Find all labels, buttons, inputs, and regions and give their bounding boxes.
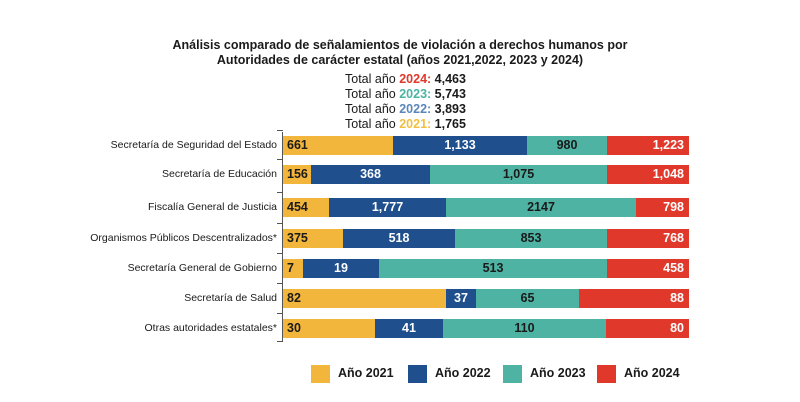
bar-segment-año-2022: 368 (311, 165, 430, 184)
legend-swatch (503, 365, 522, 383)
bar-segment-año-2023: 110 (443, 319, 606, 338)
bar-segment-año-2023: 513 (379, 259, 607, 278)
bar-segment-año-2023: 65 (476, 289, 579, 308)
bar-segment-año-2021: 82 (283, 289, 446, 308)
legend-label: Año 2024 (624, 366, 680, 380)
bar-segment-año-2024: 458 (607, 259, 689, 278)
category-label: Secretaría de Salud (184, 292, 277, 304)
bar-segment-año-2024: 88 (579, 289, 689, 308)
axis-tick (277, 283, 283, 284)
chart-title-line-2: Autoridades de carácter estatal (años 20… (216, 53, 584, 67)
total-2023: Total año 2023: 5,743 (345, 87, 466, 101)
axis-tick (277, 313, 283, 314)
bar-segment-año-2021: 661 (283, 136, 393, 155)
category-label: Fiscalía General de Justicia (148, 201, 277, 213)
category-label: Secretaría de Educación (162, 168, 277, 180)
legend-swatch (311, 365, 330, 383)
bar-segment-año-2024: 768 (607, 229, 689, 248)
bar-segment-año-2024: 1,048 (607, 165, 689, 184)
axis-tick (277, 159, 283, 160)
category-label: Organismos Públicos Descentralizados* (90, 232, 277, 244)
total-year: 2021: (399, 117, 435, 131)
bar-segment-año-2023: 2147 (446, 198, 636, 217)
legend-swatch (408, 365, 427, 383)
bar-segment-año-2022: 518 (343, 229, 455, 248)
bar-segment-año-2021: 30 (283, 319, 375, 338)
bar-segment-año-2023: 980 (527, 136, 607, 155)
total-value: 5,743 (434, 87, 466, 101)
total-2022: Total año 2022: 3,893 (345, 102, 466, 116)
category-axis (282, 132, 283, 342)
category-label: Otras autoridades estatales* (144, 322, 278, 334)
bar-segment-año-2024: 80 (606, 319, 689, 338)
total-value: 3,893 (434, 102, 466, 116)
bar-segment-año-2021: 375 (283, 229, 343, 248)
axis-tick (277, 223, 283, 224)
bar-segment-año-2022: 19 (303, 259, 379, 278)
bar-segment-año-2022: 1,133 (393, 136, 527, 155)
bar-segment-año-2021: 454 (283, 198, 329, 217)
category-label: Secretaría General de Gobierno (127, 262, 277, 274)
axis-tick (277, 192, 283, 193)
axis-tick (277, 130, 283, 131)
total-value: 4,463 (434, 72, 466, 86)
axis-tick (277, 253, 283, 254)
total-year: 2022: (399, 102, 435, 116)
legend-label: Año 2023 (530, 366, 586, 380)
chart-title-line-1: Análisis comparado de señalamientos de v… (172, 38, 628, 52)
bar-segment-año-2022: 1,777 (329, 198, 446, 217)
bar-segment-año-2024: 798 (636, 198, 689, 217)
bar-segment-año-2022: 41 (375, 319, 443, 338)
total-value: 1,765 (434, 117, 466, 131)
axis-tick (277, 341, 283, 342)
legend-label: Año 2021 (338, 366, 394, 380)
total-year: 2024: (399, 72, 435, 86)
category-label: Secretaría de Seguridad del Estado (110, 139, 277, 151)
total-2024: Total año 2024: 4,463 (345, 72, 466, 86)
bar-segment-año-2021: 156 (283, 165, 311, 184)
legend-swatch (597, 365, 616, 383)
total-2021: Total año 2021: 1,765 (345, 117, 466, 131)
bar-segment-año-2024: 1,223 (607, 136, 689, 155)
bar-segment-año-2022: 37 (446, 289, 476, 308)
bar-segment-año-2021: 7 (283, 259, 303, 278)
legend-label: Año 2022 (435, 366, 491, 380)
bar-segment-año-2023: 1,075 (430, 165, 607, 184)
total-year: 2023: (399, 87, 435, 101)
bar-segment-año-2023: 853 (455, 229, 607, 248)
